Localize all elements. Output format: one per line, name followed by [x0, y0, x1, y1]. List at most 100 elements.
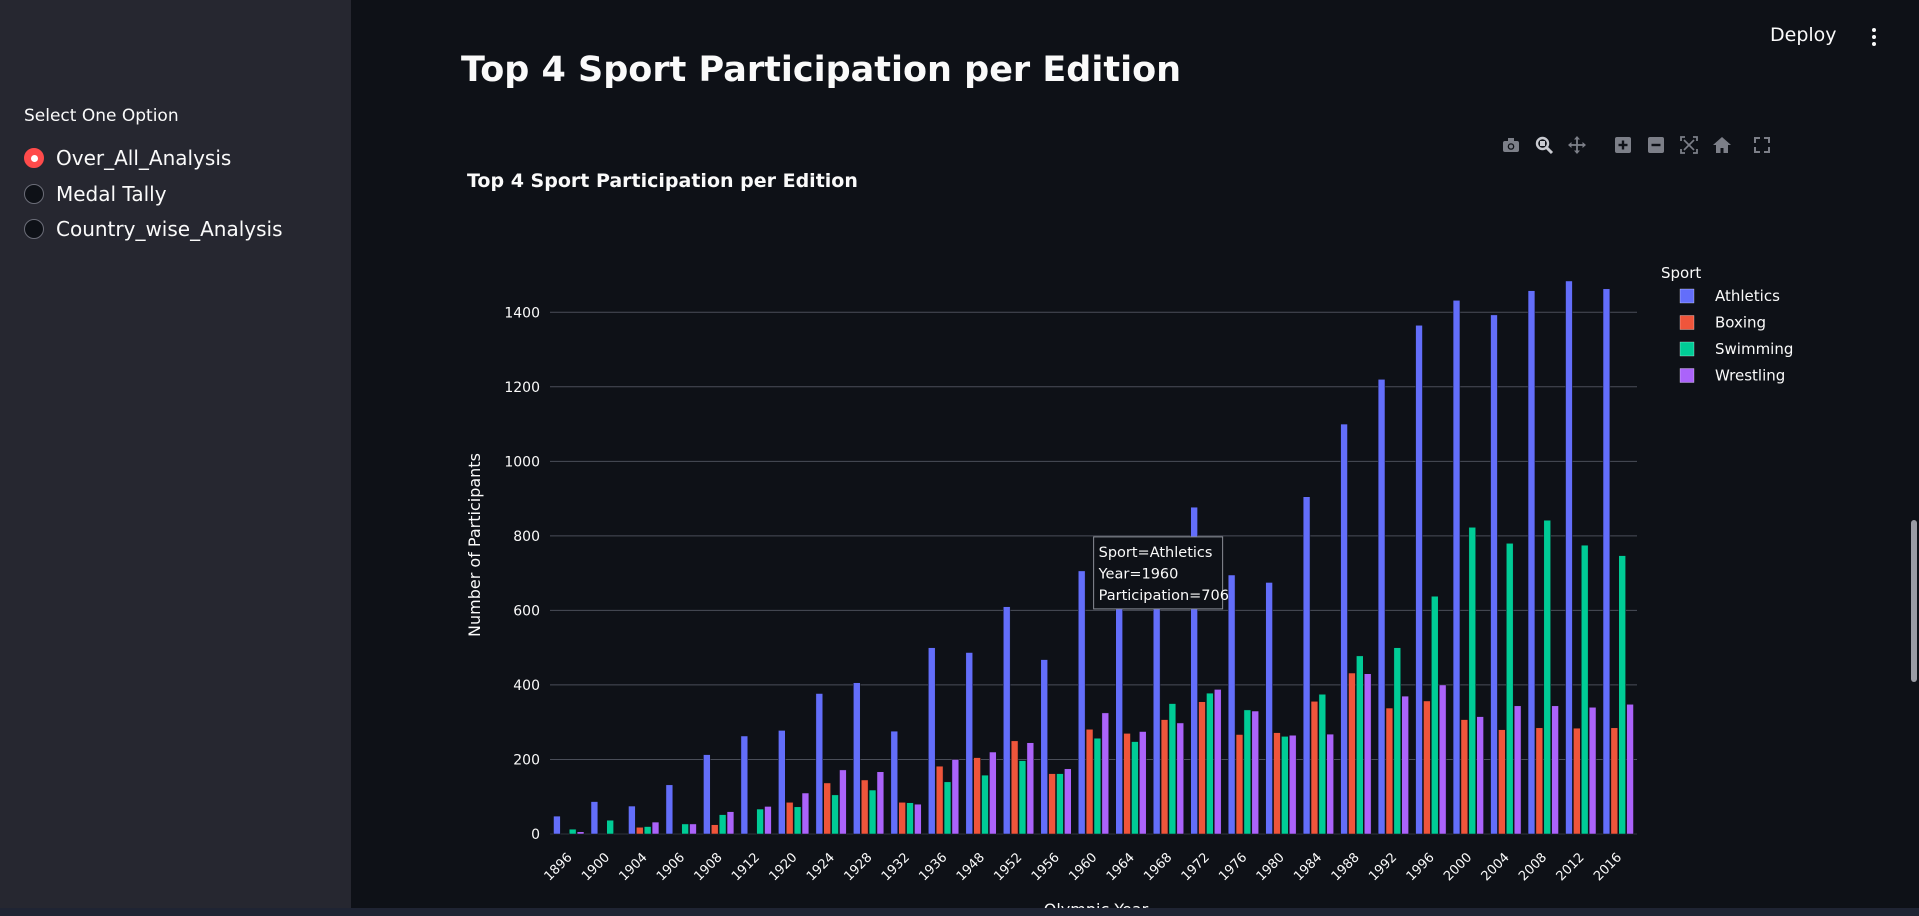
bar-wrestling-1988	[1364, 673, 1372, 835]
x-tick-label: 1948	[954, 850, 988, 884]
reset-axes-icon[interactable]	[1711, 134, 1733, 156]
bar-swimming-1980	[1281, 736, 1289, 835]
x-tick-label: 1984	[1291, 850, 1325, 884]
kebab-menu-icon[interactable]	[1864, 22, 1884, 52]
x-tick-label: 1924	[804, 850, 838, 884]
x-tick-label: 1960	[1066, 850, 1100, 884]
x-tick-label: 2004	[1479, 850, 1513, 884]
radio-option-country-wise-analysis[interactable]: Country_wise_Analysis	[24, 214, 283, 244]
chart-modebar	[1500, 132, 1784, 158]
legend-swatch-swimming	[1679, 341, 1695, 357]
bar-athletics-1906	[665, 784, 674, 835]
x-tick-label: 1920	[766, 850, 800, 884]
radio-option-medal-tally[interactable]: Medal Tally	[24, 179, 167, 209]
bar-wrestling-1972	[1214, 689, 1222, 835]
bar-athletics-1976	[1227, 574, 1236, 835]
bar-wrestling-1920	[801, 792, 810, 835]
bar-athletics-1924	[815, 693, 823, 835]
bar-athletics-1936	[928, 647, 936, 835]
bar-boxing-1972	[1198, 701, 1206, 835]
bar-athletics-1920	[778, 730, 786, 835]
deploy-button[interactable]: Deploy	[1770, 24, 1837, 46]
bar-swimming-1968	[1168, 703, 1177, 835]
chart-title: Top 4 Sport Participation per Edition	[467, 170, 858, 192]
bar-swimming-2016	[1618, 555, 1626, 835]
bar-swimming-1964	[1131, 741, 1139, 835]
bar-wrestling-2000	[1476, 716, 1484, 835]
y-tick-label: 400	[513, 678, 540, 694]
bar-boxing-2000	[1460, 719, 1469, 835]
bar-swimming-2000	[1468, 527, 1476, 835]
tooltip-line: Participation=706	[1099, 588, 1229, 604]
bar-wrestling-1904	[651, 821, 660, 835]
bar-wrestling-1928	[876, 771, 885, 835]
bar-swimming-1900	[606, 819, 614, 835]
radio-selected-icon[interactable]	[24, 148, 44, 168]
camera-icon[interactable]	[1500, 134, 1522, 156]
bar-boxing-1948	[973, 757, 981, 835]
legend-swatch-wrestling	[1679, 368, 1695, 383]
y-tick-label: 0	[531, 827, 540, 843]
bar-swimming-1976	[1243, 709, 1252, 835]
bar-wrestling-1968	[1176, 722, 1184, 835]
x-tick-label: 1968	[1141, 850, 1175, 884]
bar-wrestling-1896	[576, 831, 585, 835]
x-tick-label: 1976	[1216, 850, 1250, 884]
bar-boxing-1924	[823, 782, 831, 835]
page-scrollbar-thumb[interactable]	[1911, 520, 1917, 682]
bar-wrestling-1912	[764, 806, 772, 835]
bar-swimming-1932	[906, 802, 914, 835]
bar-wrestling-1996	[1438, 684, 1447, 835]
bar-swimming-1936	[943, 781, 952, 835]
legend-swatch-boxing	[1679, 315, 1695, 330]
bar-boxing-1968	[1160, 719, 1169, 835]
bar-wrestling-1936	[951, 759, 960, 835]
zoom-in-icon[interactable]	[1612, 134, 1634, 156]
autoscale-icon[interactable]	[1678, 134, 1700, 156]
bar-wrestling-1976	[1251, 710, 1259, 835]
bar-athletics-1984	[1302, 496, 1311, 835]
bar-swimming-2004	[1506, 543, 1514, 835]
legend-title: Sport	[1661, 264, 1701, 282]
bar-boxing-1964	[1123, 733, 1131, 835]
zoom-out-icon[interactable]	[1645, 134, 1667, 156]
x-tick-label: 1912	[729, 850, 763, 884]
x-tick-label: 1908	[691, 850, 725, 884]
pan-icon[interactable]	[1566, 134, 1588, 156]
tooltip-line: Sport=Athletics	[1099, 545, 1213, 561]
radio-option-over-all-analysis[interactable]: Over_All_Analysis	[24, 143, 231, 173]
radio-unselected-icon[interactable]	[24, 219, 44, 239]
bar-wrestling-1924	[839, 769, 847, 835]
bar-athletics-1904	[628, 805, 636, 835]
bar-athletics-1948	[965, 652, 973, 835]
bar-boxing-1928	[860, 779, 869, 835]
bar-athletics-1980	[1265, 582, 1273, 835]
bar-boxing-1908	[711, 824, 719, 835]
legend-label-boxing: Boxing	[1715, 314, 1766, 332]
y-tick-label: 200	[513, 752, 540, 768]
bar-athletics-1996	[1415, 325, 1423, 835]
bar-athletics-1992	[1377, 379, 1386, 835]
x-tick-label: 1900	[579, 850, 613, 884]
bar-swimming-1912	[756, 808, 764, 835]
bar-wrestling-1908	[726, 811, 735, 835]
bar-athletics-1952	[1003, 606, 1011, 835]
zoom-icon[interactable]	[1533, 134, 1555, 156]
bar-swimming-1908	[718, 814, 727, 835]
y-tick-label: 1200	[504, 380, 540, 396]
legend-label-wrestling: Wrestling	[1715, 367, 1785, 385]
bar-athletics-1956	[1040, 659, 1048, 835]
bar-swimming-1948	[981, 774, 989, 835]
bar-athletics-1968	[1152, 604, 1161, 835]
radio-unselected-icon[interactable]	[24, 184, 44, 204]
hover-tooltip: Sport=Athletics Year=1960 Participation=70…	[1093, 536, 1229, 610]
legend-label-swimming: Swimming	[1715, 340, 1793, 358]
x-tick-label: 1896	[542, 850, 576, 884]
legend-swatch-athletics	[1679, 288, 1695, 304]
bar-athletics-2008	[1527, 290, 1536, 835]
bar-wrestling-1964	[1139, 731, 1147, 835]
bar-athletics-1988	[1340, 423, 1348, 835]
bar-athletics-1908	[703, 754, 711, 835]
bar-swimming-1984	[1318, 694, 1327, 835]
fullscreen-icon[interactable]	[1751, 134, 1773, 156]
